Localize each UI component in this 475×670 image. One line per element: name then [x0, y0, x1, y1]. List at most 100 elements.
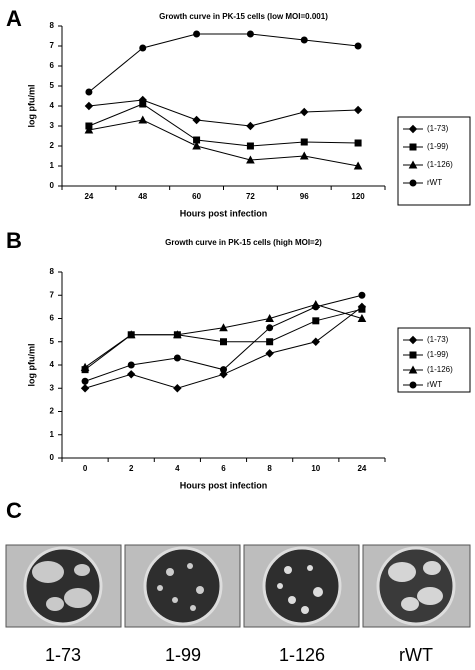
x-tick-label: 8 [267, 464, 272, 473]
marker [173, 384, 182, 393]
marker [312, 303, 320, 311]
legend-label: (1-126) [427, 365, 453, 374]
series-line [88, 99, 359, 127]
marker [266, 324, 274, 332]
marker [84, 101, 94, 111]
y-tick-label: 7 [50, 290, 55, 299]
legend-box [397, 116, 471, 206]
marker [265, 313, 274, 322]
marker [81, 377, 89, 385]
marker [80, 362, 90, 371]
x-axis-label: Hours post infection [180, 208, 268, 218]
x-tick-label: 96 [300, 192, 309, 201]
y-tick-label: 1 [50, 161, 55, 170]
legend-label: (1-73) [427, 124, 449, 133]
y-tick-label: 8 [50, 267, 55, 276]
marker [358, 305, 366, 313]
marker [246, 121, 255, 131]
legend-label: (1-126) [427, 160, 453, 169]
marker [353, 105, 363, 115]
plate-caption: 1-126 [279, 645, 325, 665]
y-tick-label: 0 [50, 181, 55, 190]
marker [138, 115, 148, 124]
y-tick-label: 7 [50, 41, 55, 50]
marker [357, 313, 367, 322]
y-tick-label: 2 [50, 141, 55, 150]
plate-photos [5, 544, 471, 628]
marker [408, 124, 418, 134]
y-tick-label: 0 [50, 453, 55, 462]
y-tick-label: 2 [50, 407, 55, 416]
x-tick-label: 72 [246, 192, 255, 201]
marker [358, 291, 366, 299]
marker [173, 330, 182, 339]
series-line [88, 33, 359, 93]
marker [300, 36, 308, 44]
marker [408, 335, 418, 345]
chart-title: Growth curve in PK-15 cells (high MOI=2) [165, 238, 322, 247]
marker [127, 370, 136, 379]
marker [84, 125, 94, 134]
x-tick-label: 6 [221, 464, 226, 473]
marker [246, 30, 254, 38]
marker [409, 351, 417, 359]
y-tick-label: 4 [50, 360, 55, 369]
marker [246, 155, 255, 164]
x-tick-label: 0 [83, 464, 88, 473]
x-tick-label: 60 [192, 192, 201, 201]
panel-label: A [6, 6, 22, 31]
y-axis-label: log pfu/ml [26, 344, 36, 387]
marker [408, 160, 418, 169]
legend-label: (1-99) [427, 350, 449, 359]
marker [219, 323, 228, 332]
marker [311, 337, 320, 346]
panel-label: C [6, 498, 22, 523]
y-axis-label: log pfu/ml [26, 85, 36, 128]
plate-caption: rWT [399, 645, 433, 665]
marker [173, 354, 181, 362]
marker [192, 115, 201, 125]
x-tick-label: 48 [138, 192, 147, 201]
series-line [88, 103, 359, 147]
marker [246, 142, 254, 150]
y-tick-label: 5 [50, 337, 55, 346]
series-line [84, 304, 363, 368]
marker [266, 338, 274, 346]
legend-label: rWT [427, 178, 442, 187]
marker [408, 365, 418, 374]
chart-title: Growth curve in PK-15 cells (low MOI=0.0… [159, 12, 328, 21]
legend-box [397, 327, 471, 393]
marker [409, 179, 417, 187]
y-tick-label: 3 [50, 383, 55, 392]
y-tick-label: 6 [50, 314, 55, 323]
plate-caption: 1-73 [45, 645, 81, 665]
x-tick-label: 4 [175, 464, 180, 473]
marker [192, 141, 201, 150]
x-tick-label: 2 [129, 464, 134, 473]
marker [353, 161, 363, 170]
marker [300, 107, 309, 117]
y-tick-label: 8 [50, 21, 55, 30]
marker [80, 384, 90, 393]
x-tick-label: 24 [357, 464, 366, 473]
marker [220, 366, 227, 374]
marker [409, 381, 417, 389]
marker [139, 44, 147, 52]
marker [354, 139, 362, 147]
marker [354, 42, 362, 50]
x-axis-label: Hours post infection [180, 480, 268, 490]
x-tick-label: 120 [351, 192, 365, 201]
marker [85, 88, 93, 96]
marker [127, 361, 135, 369]
legend-label: (1-73) [427, 335, 449, 344]
y-tick-label: 3 [50, 121, 55, 130]
marker [126, 330, 136, 339]
marker [300, 138, 308, 146]
marker [409, 143, 417, 151]
panel-label: B [6, 228, 22, 253]
marker [299, 151, 309, 160]
y-tick-label: 1 [50, 430, 55, 439]
plate-caption: 1-99 [165, 645, 201, 665]
x-tick-label: 10 [311, 464, 320, 473]
